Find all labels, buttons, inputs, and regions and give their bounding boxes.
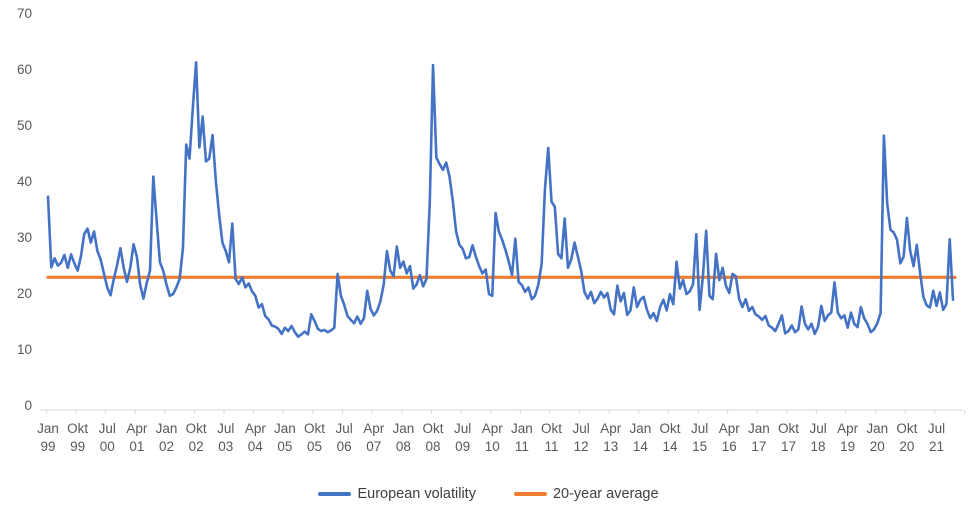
- x-axis-label-year: 16: [722, 439, 737, 454]
- y-axis-tick-label: 30: [17, 230, 32, 245]
- x-axis-label-month: Jul: [217, 421, 234, 436]
- y-axis-tick-label: 50: [17, 118, 32, 133]
- x-axis-label-year: 02: [189, 439, 204, 454]
- volatility-line-chart-canvas: 0 10 20 30 40 50 60 70 Jan 99 Okt 99 Jul 00 Apr 01 Jan 02…: [17, 6, 966, 454]
- x-axis-label-month: Apr: [719, 421, 741, 436]
- x-axis-label-year: 17: [781, 439, 796, 454]
- x-axis-label-year: 99: [40, 439, 55, 454]
- x-axis-label-month: Jul: [99, 421, 116, 436]
- x-axis-label-year: 04: [248, 439, 264, 454]
- x-axis-label-month: Jan: [748, 421, 770, 436]
- x-axis-label-month: Okt: [304, 421, 325, 436]
- x-axis-label-month: Okt: [541, 421, 562, 436]
- x-axis-label-month: Jul: [572, 421, 589, 436]
- x-axis-label-month: Apr: [126, 421, 148, 436]
- x-axis-label-year: 10: [485, 439, 500, 454]
- european-volatility-line: [46, 60, 955, 338]
- x-axis-label-month: Jul: [691, 421, 708, 436]
- x-axis-label-year: 00: [100, 439, 115, 454]
- x-axis-label-month: Okt: [896, 421, 917, 436]
- x-axis-label-year: 11: [515, 439, 529, 454]
- legend-item-european-volatility: European volatility: [318, 486, 476, 502]
- x-axis-label-month: Jan: [511, 421, 533, 436]
- x-axis-label-year: 07: [366, 439, 381, 454]
- legend-item-20-year-average: 20-year average: [513, 486, 659, 502]
- x-axis-label-year: 02: [159, 439, 174, 454]
- x-axis-label-year: 03: [218, 439, 233, 454]
- x-axis-label-year: 12: [574, 439, 589, 454]
- x-axis-label-month: Okt: [186, 421, 207, 436]
- x-axis-label-year: 20: [870, 439, 885, 454]
- x-axis-label-month: Okt: [659, 421, 680, 436]
- y-axis-tick-label: 0: [24, 398, 32, 413]
- y-axis-tick-label: 40: [17, 174, 32, 189]
- legend-label-20-year-average: 20-year average: [552, 486, 659, 502]
- x-axis-label-year: 20: [899, 439, 914, 454]
- x-axis-label-month: Okt: [778, 421, 799, 436]
- x-axis-label-month: Okt: [423, 421, 444, 436]
- x-axis-label-year: 05: [307, 439, 322, 454]
- x-axis-label-year: 05: [277, 439, 292, 454]
- x-axis-label-year: 21: [929, 439, 944, 454]
- chart-legend: European volatility 20-year average: [0, 486, 977, 502]
- x-axis-label-month: Apr: [245, 421, 267, 436]
- x-axis-label-year: 11: [545, 439, 559, 454]
- x-axis-label-year: 14: [662, 439, 678, 454]
- x-axis-label-year: 09: [455, 439, 470, 454]
- y-axis-tick-label: 20: [17, 286, 32, 301]
- x-axis-label-month: Jul: [928, 421, 945, 436]
- y-axis-tick-label: 70: [17, 6, 32, 21]
- average-line-swatch: [513, 492, 547, 496]
- x-axis-label-year: 15: [692, 439, 707, 454]
- x-axis-label-month: Jan: [629, 421, 651, 436]
- x-axis-label-year: 06: [337, 439, 352, 454]
- x-axis-label-month: Jul: [454, 421, 471, 436]
- x-axis-label-year: 01: [129, 439, 144, 454]
- european-volatility-line-swatch: [318, 492, 352, 496]
- x-axis-label-month: Jan: [37, 421, 59, 436]
- x-axis-label-month: Jan: [393, 421, 415, 436]
- x-axis-label-year: 19: [840, 439, 855, 454]
- x-axis-label-month: Apr: [837, 421, 859, 436]
- x-axis-label-year: 08: [426, 439, 441, 454]
- x-axis-label-month: Apr: [363, 421, 385, 436]
- y-axis-tick-label: 60: [17, 62, 32, 77]
- x-axis-label-month: Jan: [866, 421, 888, 436]
- x-axis-label-year: 08: [396, 439, 411, 454]
- x-axis-label-month: Apr: [482, 421, 504, 436]
- x-axis-label-month: Jan: [274, 421, 296, 436]
- x-axis-label-month: Okt: [67, 421, 88, 436]
- x-axis-label-year: 17: [751, 439, 766, 454]
- x-axis-label-year: 14: [633, 439, 649, 454]
- x-axis-label-year: 13: [603, 439, 618, 454]
- x-axis-label-year: 99: [70, 439, 85, 454]
- x-axis-label-year: 18: [811, 439, 826, 454]
- x-axis-label-month: Apr: [600, 421, 622, 436]
- y-axis-tick-label: 10: [17, 342, 32, 357]
- legend-label-european-volatility: European volatility: [357, 486, 476, 502]
- x-axis-label-month: Jul: [336, 421, 353, 436]
- x-axis-label-month: Jul: [809, 421, 826, 436]
- x-axis-label-month: Jan: [156, 421, 178, 436]
